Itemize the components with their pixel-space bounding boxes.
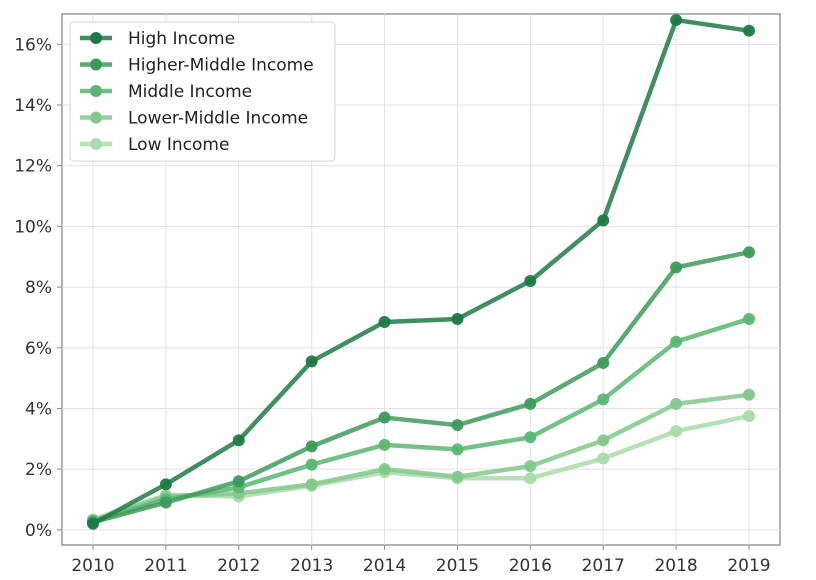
legend-swatch-marker [90, 32, 102, 44]
data-point [378, 463, 391, 476]
data-point [597, 356, 610, 369]
x-tick-label: 2013 [290, 556, 333, 576]
x-tick-label: 2018 [654, 556, 697, 576]
data-point [232, 475, 245, 488]
x-tick-label: 2017 [582, 556, 625, 576]
x-tick-label: 2019 [727, 556, 770, 576]
legend-label: Lower-Middle Income [128, 109, 308, 129]
data-point [524, 275, 537, 288]
data-point [524, 472, 537, 485]
data-point [305, 458, 318, 471]
y-tick-label: 12% [14, 157, 52, 177]
data-point [597, 214, 610, 227]
x-tick-label: 2014 [363, 556, 406, 576]
x-tick-label: 2010 [71, 556, 114, 576]
data-point [743, 24, 755, 37]
series-higher-middle-income [87, 246, 755, 529]
data-point [597, 393, 610, 406]
y-tick-label: 16% [14, 35, 52, 55]
data-point [670, 261, 683, 274]
legend-item: Middle Income [80, 82, 252, 102]
legend-swatch-marker [90, 111, 102, 124]
data-point [597, 452, 610, 465]
data-point [670, 14, 683, 27]
legend: High Income Higher-Middle Income Middle In… [69, 21, 336, 162]
data-point [378, 411, 391, 424]
data-point [524, 460, 537, 473]
data-point [159, 478, 172, 491]
legend-swatch-marker [90, 85, 102, 97]
data-point [378, 315, 391, 328]
data-point [451, 312, 464, 325]
axis-ticks: 0% 2% 4% 6% 8% 10% 12% 14% 16% 2010 2011 2012 2013 20… [14, 35, 770, 576]
data-point [743, 388, 755, 401]
x-tick-label: 2011 [144, 556, 187, 576]
x-tick-label: 2015 [436, 556, 479, 576]
series-line [90, 249, 752, 525]
legend-swatch-marker [90, 138, 102, 150]
legend-box [69, 21, 336, 162]
x-tick-label: 2016 [509, 556, 552, 576]
data-point [597, 434, 610, 447]
data-point [305, 478, 318, 491]
data-point [378, 438, 391, 451]
data-point [232, 434, 245, 447]
series-high-income [87, 14, 755, 530]
y-tick-label: 0% [25, 521, 52, 541]
data-point [524, 397, 537, 410]
y-tick-label: 14% [14, 96, 52, 116]
y-tick-label: 2% [25, 460, 52, 480]
data-point [670, 397, 683, 410]
y-tick-label: 6% [25, 339, 52, 359]
data-point [451, 470, 464, 483]
data-point [670, 335, 683, 348]
legend-item: High Income [80, 29, 235, 49]
legend-label: Middle Income [128, 82, 252, 102]
series-group [87, 14, 755, 530]
data-point [524, 431, 537, 444]
data-point [670, 425, 683, 438]
x-tick-label: 2012 [217, 556, 260, 576]
series-line [90, 17, 752, 527]
data-point [305, 355, 318, 368]
data-point [451, 443, 464, 456]
y-tick-label: 4% [25, 399, 52, 419]
data-point [743, 246, 755, 259]
data-point [743, 312, 755, 325]
data-point [451, 419, 464, 432]
legend-label: Low Income [128, 135, 229, 155]
legend-label: Higher-Middle Income [128, 56, 314, 76]
legend-swatch-marker [90, 58, 102, 71]
legend-item: Higher-Middle Income [80, 56, 314, 76]
data-point [305, 440, 318, 453]
legend-item: Low Income [80, 135, 229, 155]
legend-label: High Income [128, 29, 235, 49]
data-point [743, 410, 755, 423]
data-point [159, 496, 172, 509]
data-point [87, 517, 99, 530]
y-tick-label: 8% [25, 278, 52, 298]
legend-item: Lower-Middle Income [80, 109, 308, 129]
y-tick-label: 10% [14, 217, 52, 237]
